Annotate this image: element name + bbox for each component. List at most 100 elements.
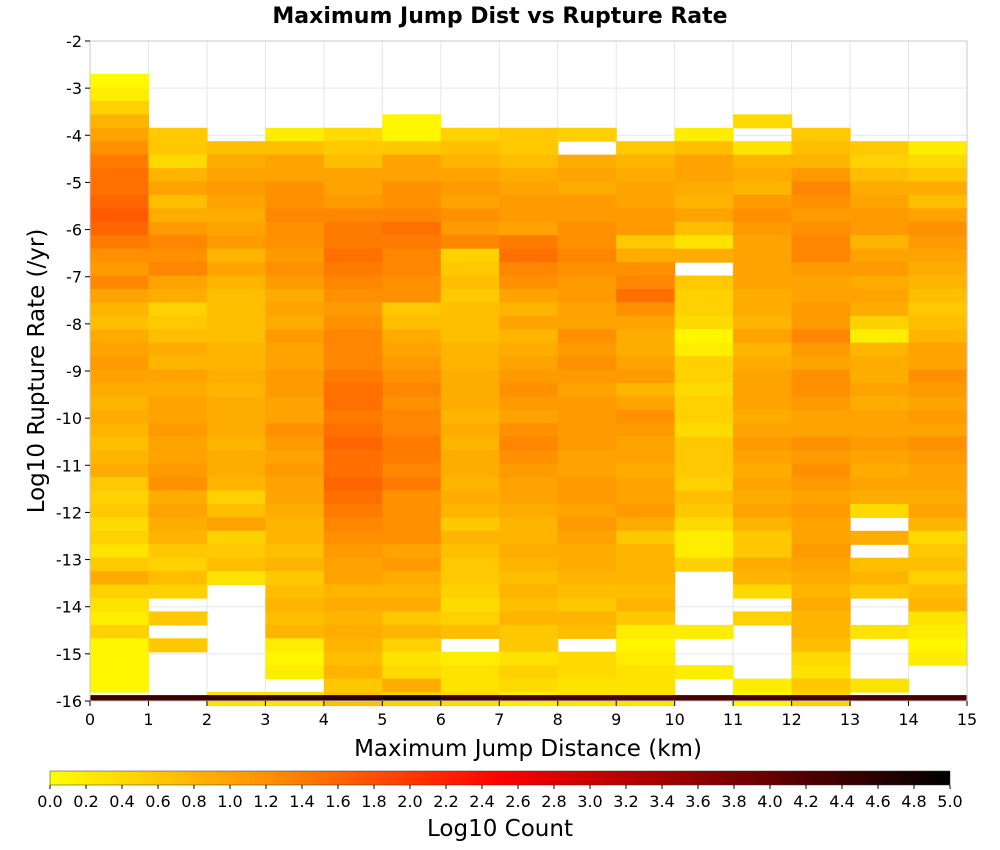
heatmap-cell	[499, 597, 559, 613]
colorbar-tick-label: 4.8	[901, 792, 926, 811]
heatmap-cell	[90, 557, 150, 572]
heatmap-cell	[908, 275, 968, 290]
heatmap-cell	[265, 221, 325, 236]
heatmap-cell	[908, 409, 968, 424]
heatmap-cell	[674, 409, 734, 424]
heatmap-cell	[323, 396, 383, 411]
heatmap-cell	[148, 383, 208, 398]
heatmap-cell	[382, 557, 442, 572]
colorbar-tick-label: 3.4	[649, 792, 674, 811]
heatmap-cell	[206, 436, 266, 451]
heatmap-cell	[908, 329, 968, 344]
heatmap-cell	[616, 611, 676, 626]
y-tick-label: -5	[66, 173, 82, 192]
heatmap-cell	[90, 87, 150, 102]
x-tick-label: 9	[611, 710, 621, 729]
heatmap-cell	[148, 396, 208, 411]
x-tick-label: 11	[723, 710, 743, 729]
heatmap-cell	[265, 477, 325, 492]
heatmap-cell	[616, 275, 676, 290]
heatmap-cell	[440, 423, 500, 438]
heatmap-cell	[206, 194, 266, 209]
heatmap-cell	[616, 436, 676, 451]
heatmap-cell	[499, 302, 559, 317]
heatmap-cell	[908, 383, 968, 398]
heatmap-cell	[674, 181, 734, 196]
heatmap-cell	[323, 369, 383, 384]
heatmap-cell	[557, 544, 617, 559]
heatmap-cell-bottom	[908, 695, 968, 701]
heatmap-cell	[206, 342, 266, 357]
heatmap-cell	[323, 557, 383, 572]
heatmap-cell	[733, 141, 793, 156]
heatmap-cell	[323, 611, 383, 626]
heatmap-cell	[382, 369, 442, 384]
heatmap-cell	[791, 409, 851, 424]
heatmap-cell	[206, 315, 266, 330]
heatmap-cell	[265, 369, 325, 384]
heatmap-cell	[90, 665, 150, 680]
colorbar-tick-label: 3.2	[613, 792, 638, 811]
heatmap-cell	[206, 423, 266, 438]
heatmap-cell	[616, 678, 676, 693]
heatmap-cell	[206, 571, 266, 586]
heatmap-cell	[90, 275, 150, 290]
heatmap-cell	[850, 194, 910, 209]
heatmap-cell	[791, 288, 851, 304]
heatmap-cell	[148, 638, 208, 653]
colorbar-ticks: 0.0 0.2 0.4 0.6 0.8 1.0 1.2 1.4 1.6 1.8 2.0 2.2 2.4 2…	[37, 785, 963, 811]
heatmap-cell	[382, 597, 442, 613]
heatmap-cell	[557, 530, 617, 545]
heatmap-cell	[206, 356, 266, 371]
heatmap-cell	[674, 248, 734, 263]
heatmap-cell	[733, 356, 793, 371]
heatmap-cell	[557, 423, 617, 438]
heatmap-cell	[148, 544, 208, 559]
heatmap-cell	[440, 275, 500, 290]
heatmap-cell	[616, 597, 676, 613]
heatmap-cell	[382, 665, 442, 680]
heatmap-cell	[90, 262, 150, 277]
heatmap-cell	[440, 584, 500, 599]
heatmap-cell	[616, 369, 676, 384]
heatmap-cell	[850, 477, 910, 492]
heatmap-cell	[499, 530, 559, 545]
heatmap-cell	[90, 383, 150, 398]
heatmap-cell-bottom	[440, 695, 500, 701]
heatmap-cell	[90, 597, 150, 613]
heatmap-cell	[323, 356, 383, 371]
heatmap-cell	[382, 463, 442, 478]
heatmap-cell	[616, 409, 676, 424]
heatmap-cell	[206, 275, 266, 290]
heatmap-cell	[440, 194, 500, 209]
heatmap-cell	[440, 141, 500, 156]
heatmap-cell	[850, 557, 910, 572]
heatmap-cell	[850, 315, 910, 330]
heatmap-cell	[90, 369, 150, 384]
heatmap-cell	[265, 315, 325, 330]
heatmap-cell	[323, 181, 383, 196]
heatmap-cell	[148, 530, 208, 545]
colorbar-tick-label: 1.2	[253, 792, 278, 811]
heatmap-cell	[265, 409, 325, 424]
y-axis-label: Log10 Rupture Rate (/yr)	[24, 229, 50, 514]
x-tick-label: 5	[377, 710, 387, 729]
y-tick-label: -4	[66, 126, 82, 145]
heatmap-cell	[908, 288, 968, 304]
heatmap-cell	[265, 651, 325, 666]
y-axis-ticks: -2 -3 -4 -5 -6 -7 -8 -9 -10 -11 -12 -13 -14 -15 -16	[56, 32, 90, 711]
heatmap-cell	[440, 356, 500, 371]
heatmap-cell	[557, 221, 617, 236]
heatmap-cell	[440, 315, 500, 330]
heatmap-cell	[440, 530, 500, 545]
heatmap-cell	[323, 194, 383, 209]
heatmap-cell	[499, 141, 559, 156]
heatmap-cell	[791, 423, 851, 438]
heatmap-cell	[148, 235, 208, 250]
heatmap-cell	[90, 530, 150, 545]
heatmap-cell	[206, 503, 266, 518]
heatmap-cell	[616, 638, 676, 653]
heatmap-cell	[265, 383, 325, 398]
heatmap-cell	[323, 221, 383, 236]
